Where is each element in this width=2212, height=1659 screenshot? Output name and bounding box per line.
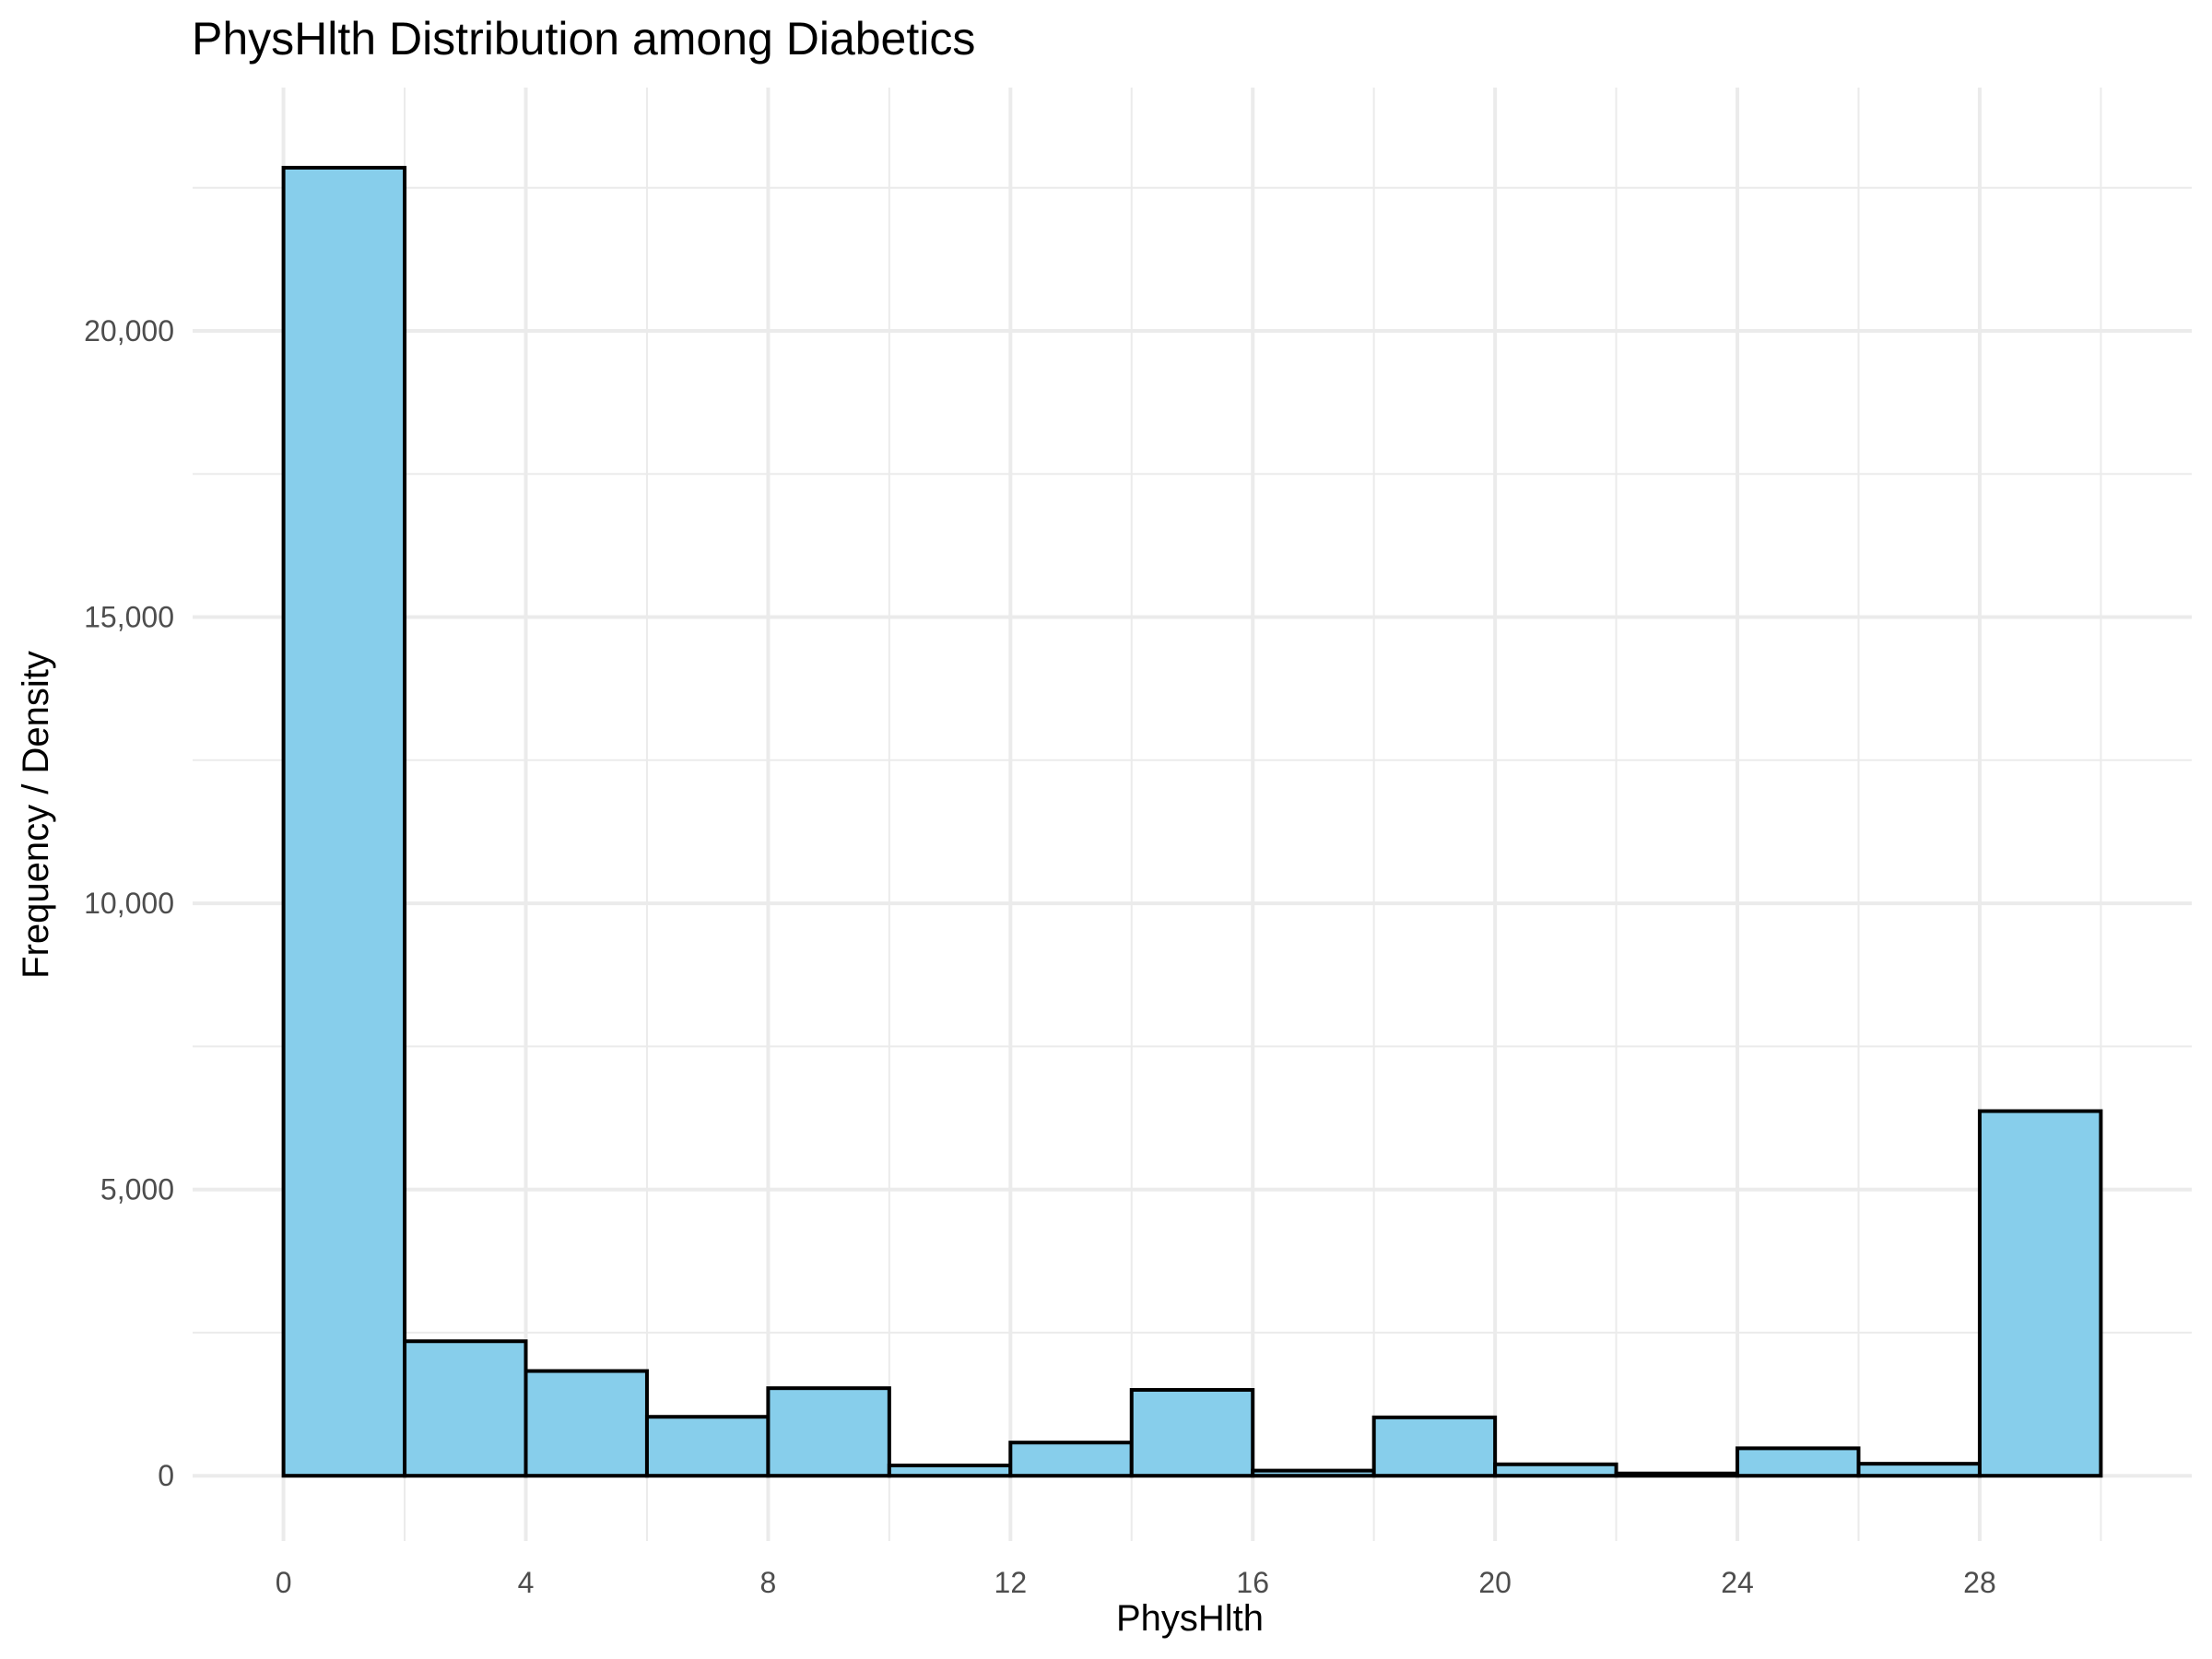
x-axis-ticks: 0 4 8 12 16 20 24 28 <box>276 1566 1996 1599</box>
histogram-bar-16-18 <box>1251 1468 1376 1478</box>
histogram-bar-4-6 <box>524 1369 649 1478</box>
histogram-bar-28-30 <box>1977 1109 2103 1478</box>
x-axis-title: PhysHlth <box>1116 1598 1264 1639</box>
histogram-bar-6-8 <box>644 1415 771 1478</box>
x-tick-label: 8 <box>760 1566 777 1599</box>
gridlines <box>193 88 2192 1541</box>
histogram-bars <box>281 165 2103 1478</box>
x-tick-label: 16 <box>1236 1566 1269 1599</box>
y-axis-ticks: 0 5,000 10,000 15,000 20,000 <box>84 314 174 1492</box>
y-axis-title: Frequency / Density <box>16 651 56 979</box>
histogram-bar-26-28 <box>1856 1462 1982 1478</box>
histogram-bar-22-24 <box>1614 1471 1740 1478</box>
histogram-bar-14-16 <box>1129 1388 1255 1478</box>
y-tick-label: 5,000 <box>100 1173 174 1206</box>
histogram-bar-0-2 <box>281 165 407 1478</box>
x-tick-label: 4 <box>518 1566 535 1599</box>
y-tick-label: 20,000 <box>84 314 174 347</box>
y-tick-label: 0 <box>158 1459 174 1492</box>
x-tick-label: 0 <box>276 1566 292 1599</box>
x-tick-label: 20 <box>1478 1566 1512 1599</box>
histogram-bar-2-4 <box>403 1339 528 1478</box>
y-tick-label: 10,000 <box>84 887 174 920</box>
x-tick-label: 24 <box>1721 1566 1754 1599</box>
chart-title: PhysHlth Distribution among Diabetics <box>192 13 975 65</box>
histogram-bar-10-12 <box>887 1464 1013 1478</box>
histogram-bar-24-26 <box>1735 1446 1861 1478</box>
histogram-bar-8-10 <box>766 1386 891 1478</box>
x-tick-label: 28 <box>1963 1566 1996 1599</box>
histogram-bar-12-14 <box>1008 1441 1134 1478</box>
y-tick-label: 15,000 <box>84 601 174 634</box>
histogram-bar-18-20 <box>1371 1415 1498 1478</box>
x-tick-label: 12 <box>994 1566 1028 1599</box>
histogram-bar-20-22 <box>1493 1462 1618 1478</box>
